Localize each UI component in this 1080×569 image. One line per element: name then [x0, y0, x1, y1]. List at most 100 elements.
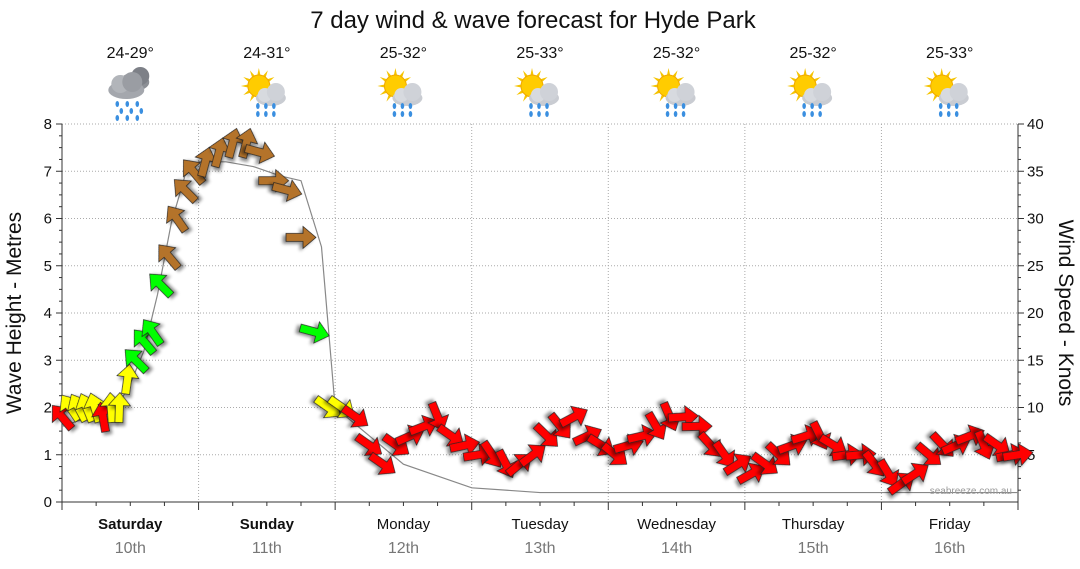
cloud-part [540, 83, 558, 101]
wind-arrow [166, 205, 190, 234]
sun-shower-icon [514, 68, 559, 117]
wind-arrow [436, 423, 464, 447]
day-label: Friday [929, 516, 971, 533]
chart-title: 7 day wind & wave forecast for Hyde Park [310, 7, 757, 34]
wind-arrow [271, 179, 303, 202]
y2-axis-title: Wind Speed - Knots [1054, 220, 1077, 407]
rain-drop [938, 111, 943, 117]
sun-ray [530, 68, 534, 77]
wind-arrow [340, 404, 369, 428]
wind-arrow [818, 433, 847, 457]
wind-arrow [427, 401, 450, 432]
wave-series [61, 161, 1018, 494]
sun-ray [650, 84, 659, 88]
rain-drop [264, 111, 268, 117]
rain-drop [946, 103, 951, 109]
y2-tick-label: 25 [1027, 258, 1044, 275]
wind-arrow [626, 424, 658, 447]
sun-shower-icon [787, 68, 833, 117]
y-axis-title: Wave Height - Metres [3, 212, 26, 414]
wind-arrow [1002, 442, 1034, 467]
rain-drop [256, 103, 260, 109]
rain-drop [665, 111, 670, 117]
day-label: Thursday [782, 516, 845, 533]
day-label: Saturday [98, 516, 163, 533]
y-tick-label: 6 [44, 211, 52, 228]
y2-tick-label: 10 [1027, 400, 1044, 417]
cloud-icon [108, 67, 150, 99]
sun-ray [939, 68, 944, 77]
wind-arrow [750, 451, 778, 475]
wind-arrow [354, 432, 383, 456]
temperature-label: 25-32° [789, 45, 836, 62]
wind-arrow [712, 439, 735, 468]
rain-drop [818, 111, 822, 117]
wave-height-line [61, 161, 1018, 494]
rain-drop [125, 115, 130, 121]
rain-drop [129, 108, 134, 114]
day-label: Wednesday [637, 516, 716, 533]
rain-drop [673, 111, 678, 117]
rain-drop [392, 103, 397, 109]
rain-drop [400, 111, 405, 117]
y-tick-label: 5 [44, 258, 52, 275]
sun-ray [257, 68, 261, 77]
rain-drop [810, 103, 814, 109]
rain-drop [681, 103, 686, 109]
temperature-label: 24-31° [243, 45, 290, 62]
wind-series [51, 127, 1034, 496]
cloud-part [676, 83, 695, 101]
wind-arrow [532, 422, 558, 447]
watermark: seabreeze.com.au [930, 486, 1012, 497]
wind-arrow [158, 244, 182, 271]
wind-arrow [116, 363, 140, 395]
y2-tick-label: 35 [1027, 163, 1044, 180]
date-label: 15th [798, 540, 829, 557]
date-label: 12th [388, 540, 419, 557]
cloud-icon [392, 83, 423, 106]
rain-drop [115, 115, 120, 121]
axes: 0 1 2 3 4 5 6 7 8 40 35 30 25 20 15 10 5 Saturday 10th Sund… [44, 116, 1044, 557]
rain-drop [115, 101, 120, 107]
rain-drop [954, 103, 959, 109]
wind-arrow [900, 462, 929, 486]
y-tick-label: 4 [44, 305, 52, 322]
rain-drop [272, 111, 276, 117]
weather-row: 24-29° 24-31° 25-32° 25-33° 25-32° 25-32° 25-3… [107, 45, 973, 121]
wind-arrow [876, 458, 900, 487]
wind-arrow [235, 127, 259, 159]
rain-drop [802, 111, 806, 117]
y-tick-label: 3 [44, 352, 52, 369]
temperature-label: 25-32° [653, 45, 700, 62]
y-tick-label: 2 [44, 400, 52, 417]
rain-drop [673, 103, 678, 109]
cloud-part [949, 83, 968, 101]
wind-arrow [149, 273, 175, 299]
date-label: 14th [661, 540, 692, 557]
cloud-part [403, 83, 422, 101]
y-tick-label: 0 [44, 494, 52, 511]
temperature-label: 25-32° [380, 45, 427, 62]
temperature-label: 24-29° [107, 45, 154, 62]
date-label: 13th [524, 540, 555, 557]
sun-shower-icon [240, 68, 286, 117]
y2-tick-label: 15 [1027, 352, 1044, 369]
sun-ray [514, 84, 523, 88]
sun-ray [393, 68, 398, 77]
y-tick-label: 7 [44, 163, 52, 180]
wind-arrow [124, 349, 150, 375]
rain-drop [938, 103, 943, 109]
sun-shower-icon [650, 68, 696, 117]
rain-drop [810, 111, 814, 117]
sun-shower-icon [923, 68, 969, 117]
rain-drop [139, 108, 144, 114]
rain-drop [802, 103, 806, 109]
sun-ray [787, 84, 796, 88]
wind-arrow [408, 414, 439, 437]
rain-drop [272, 103, 276, 109]
date-label: 16th [934, 540, 965, 557]
date-label: 10th [115, 540, 146, 557]
rain-drop [954, 111, 959, 117]
rain-drop [665, 103, 670, 109]
cloud-part [122, 72, 143, 92]
